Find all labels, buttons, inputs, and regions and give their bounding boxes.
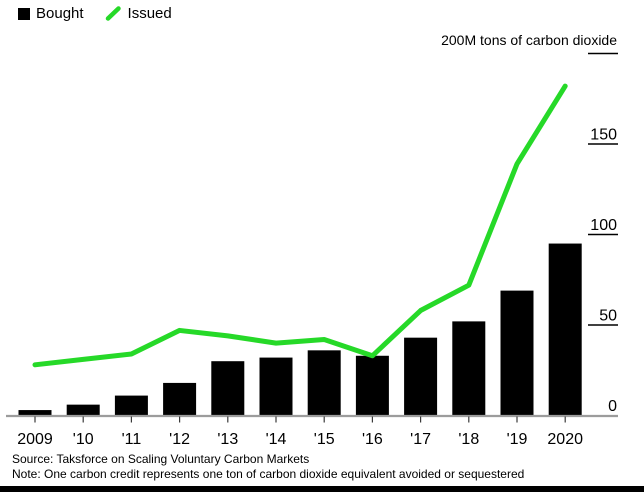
bar-13 xyxy=(211,361,245,417)
x-label-15: '15 xyxy=(314,431,335,448)
x-label-11: '11 xyxy=(122,431,142,448)
methodology-note: Note: One carbon credit represents one t… xyxy=(12,467,525,481)
y-axis-title: 200M tons of carbon dioxide xyxy=(441,32,617,48)
x-label-14: '14 xyxy=(266,431,287,448)
y-label-50: 50 xyxy=(599,308,617,325)
x-label-2020: 2020 xyxy=(547,431,583,448)
bought-swatch-icon xyxy=(18,7,30,20)
x-label-2009: 2009 xyxy=(17,431,53,448)
y-label-100: 100 xyxy=(590,217,617,234)
legend-item-issued: Issued xyxy=(105,6,172,21)
x-label-12: '12 xyxy=(169,431,190,448)
y-label-0: 0 xyxy=(608,398,617,415)
bar-10 xyxy=(66,404,100,417)
x-label-17: '17 xyxy=(410,431,431,448)
x-label-13: '13 xyxy=(217,431,238,448)
bar-11 xyxy=(114,395,148,417)
bar-19 xyxy=(500,290,534,417)
legend-label-issued: Issued xyxy=(127,5,172,22)
y-label-150: 150 xyxy=(590,127,617,144)
x-label-19: '19 xyxy=(507,431,528,448)
issued-swatch-icon xyxy=(105,6,121,21)
legend: Bought Issued xyxy=(18,6,172,21)
chart-footer: Source: Taksforce on Scaling Voluntary C… xyxy=(12,452,524,482)
bar-17 xyxy=(404,337,438,417)
bar-12 xyxy=(163,382,197,417)
combo-chart: 2009 '10 '11 '12 '13 '14 '15 '16 '17 '18 '19 2020 0 5… xyxy=(6,52,618,448)
bar-16 xyxy=(355,355,389,417)
bar-2009 xyxy=(18,410,52,417)
bar-14 xyxy=(259,357,293,417)
x-label-18: '18 xyxy=(458,431,479,448)
x-label-16: '16 xyxy=(362,431,383,448)
bottom-bar xyxy=(0,486,644,492)
legend-label-bought: Bought xyxy=(36,5,84,22)
source-note: Source: Taksforce on Scaling Voluntary C… xyxy=(12,452,310,466)
bar-15 xyxy=(307,350,341,417)
bar-2020 xyxy=(548,243,582,417)
x-label-10: '10 xyxy=(73,431,94,448)
legend-item-bought: Bought xyxy=(18,6,84,21)
issued-line xyxy=(32,83,568,368)
bar-18 xyxy=(452,321,486,417)
